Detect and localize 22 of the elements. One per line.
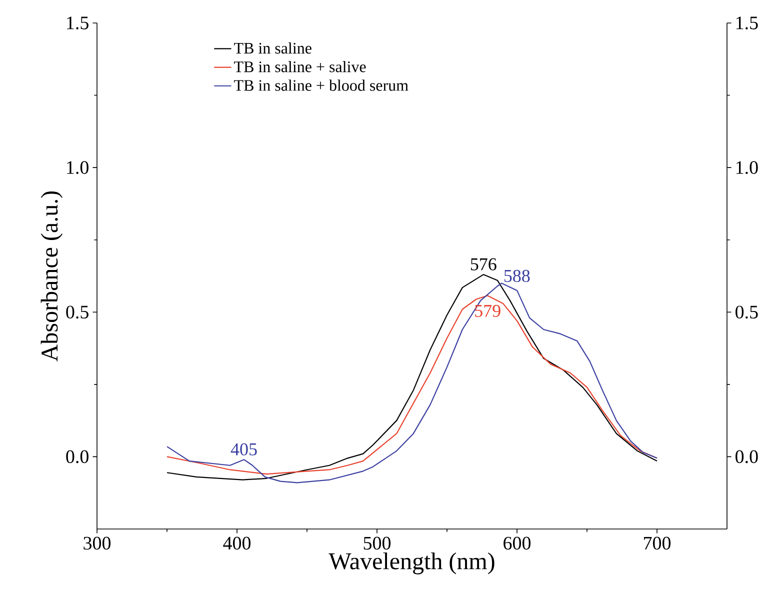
y2-tick-label: 0.5 — [736, 306, 758, 319]
legend-label: TB in saline — [234, 42, 312, 54]
y2-tick-label: 1.5 — [736, 16, 758, 30]
x-tick-label: 600 — [504, 536, 531, 550]
x-tick-label: 500 — [364, 536, 391, 550]
annotation: 405 — [230, 443, 257, 456]
y2-tick-label: 0.0 — [736, 450, 758, 464]
legend-label: TB in saline + blood serum — [234, 80, 408, 91]
y-tick-label: 1.0 — [67, 161, 88, 174]
x-tick-label: 400 — [223, 536, 251, 550]
x-tick-label: 300 — [84, 536, 111, 550]
annotation: 588 — [504, 270, 530, 282]
y-tick-label: 0.0 — [66, 450, 88, 464]
annotation: 579 — [475, 304, 500, 317]
legend-label: TB in saline + salive — [234, 60, 366, 72]
x-axis-title: Wavelength (nm) — [328, 552, 494, 574]
y-tick-label: 0.5 — [66, 306, 88, 319]
y-tick-label: 1.5 — [67, 16, 88, 30]
annotation: 576 — [470, 258, 496, 270]
y2-tick-label: 1.0 — [736, 161, 758, 174]
x-tick-label: 700 — [644, 536, 671, 550]
y-axis-title: Absorbance (a.u.) — [40, 191, 63, 362]
